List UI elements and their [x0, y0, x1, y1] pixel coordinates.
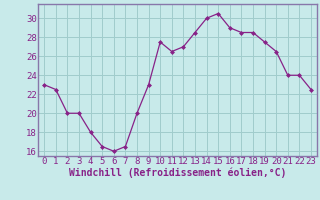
- X-axis label: Windchill (Refroidissement éolien,°C): Windchill (Refroidissement éolien,°C): [69, 168, 286, 178]
